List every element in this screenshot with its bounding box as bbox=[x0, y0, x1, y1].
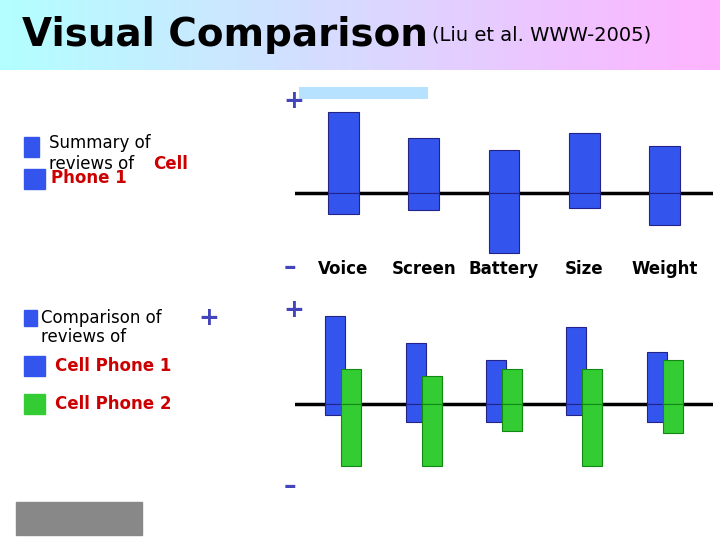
Text: Phone 1: Phone 1 bbox=[50, 169, 127, 187]
Text: Battery: Battery bbox=[469, 260, 539, 278]
Text: Weight: Weight bbox=[631, 260, 698, 278]
Bar bbox=[325, 404, 346, 415]
Bar bbox=[24, 137, 40, 157]
Bar bbox=[341, 404, 361, 466]
Bar bbox=[422, 376, 442, 404]
Bar bbox=[486, 360, 506, 404]
Bar bbox=[569, 133, 600, 193]
Text: reviews of: reviews of bbox=[41, 328, 126, 346]
Bar bbox=[582, 404, 603, 466]
Bar bbox=[24, 356, 45, 376]
Bar bbox=[647, 352, 667, 404]
Text: +: + bbox=[283, 298, 304, 322]
Text: reviews of: reviews of bbox=[49, 155, 135, 173]
Bar bbox=[422, 404, 442, 466]
Text: Comparison of: Comparison of bbox=[41, 309, 161, 327]
Text: +: + bbox=[198, 306, 219, 330]
Text: Cell Phone 1: Cell Phone 1 bbox=[55, 357, 171, 375]
Bar bbox=[405, 343, 426, 404]
Text: Cell Phone 2: Cell Phone 2 bbox=[55, 395, 171, 413]
Bar bbox=[582, 369, 603, 404]
Text: Visual Comparison: Visual Comparison bbox=[22, 16, 428, 54]
Bar bbox=[502, 369, 522, 404]
Bar bbox=[325, 316, 346, 404]
Text: Cell: Cell bbox=[153, 155, 188, 173]
Text: Size: Size bbox=[565, 260, 603, 278]
Text: (Liu et al. WWW-2005): (Liu et al. WWW-2005) bbox=[432, 25, 652, 45]
Bar bbox=[662, 360, 683, 404]
Bar bbox=[328, 193, 359, 214]
Bar bbox=[24, 394, 45, 414]
Bar bbox=[662, 404, 683, 433]
Text: Screen: Screen bbox=[392, 260, 456, 278]
Bar bbox=[24, 169, 45, 188]
Bar bbox=[647, 404, 667, 422]
Bar bbox=[408, 193, 439, 210]
Text: Voice: Voice bbox=[318, 260, 369, 278]
Bar bbox=[486, 404, 506, 422]
Text: –: – bbox=[283, 474, 296, 498]
Bar bbox=[405, 404, 426, 422]
Bar bbox=[16, 502, 142, 535]
Bar bbox=[489, 150, 519, 193]
Bar bbox=[341, 369, 361, 404]
Bar bbox=[502, 404, 522, 431]
Text: –: – bbox=[283, 255, 296, 280]
Bar bbox=[24, 310, 37, 326]
Bar bbox=[408, 138, 439, 193]
Bar bbox=[300, 87, 428, 99]
Bar bbox=[649, 146, 680, 193]
Bar bbox=[566, 327, 586, 404]
Text: +: + bbox=[283, 89, 304, 113]
Bar bbox=[569, 193, 600, 208]
Bar bbox=[489, 193, 519, 253]
Bar bbox=[328, 112, 359, 193]
Bar bbox=[566, 404, 586, 415]
Text: Summary of: Summary of bbox=[49, 134, 151, 152]
Bar bbox=[649, 193, 680, 225]
